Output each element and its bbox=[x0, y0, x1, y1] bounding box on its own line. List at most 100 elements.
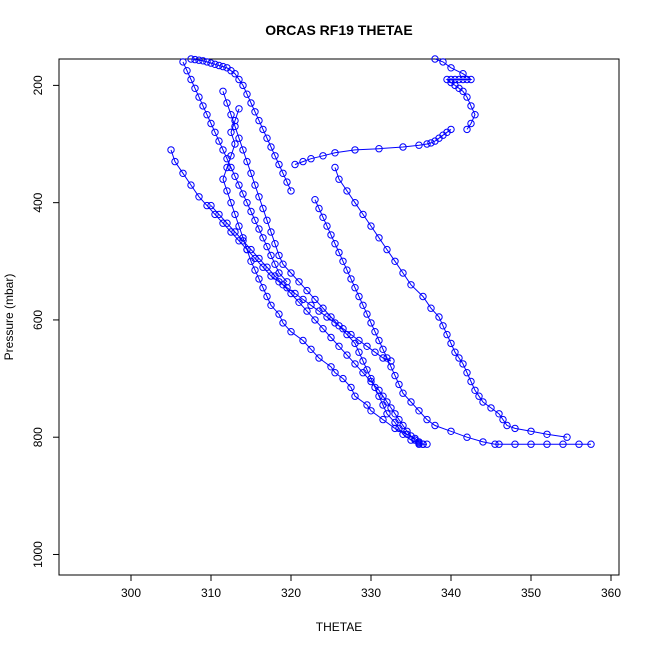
data-point bbox=[355, 292, 363, 301]
data-point bbox=[467, 377, 475, 386]
data-point bbox=[587, 440, 595, 448]
data-point bbox=[183, 67, 191, 75]
data-point bbox=[367, 377, 375, 386]
y-axis: 200 400 600 800 1000 bbox=[31, 75, 59, 568]
data-point bbox=[267, 143, 275, 151]
data-point bbox=[455, 75, 463, 84]
data-point bbox=[383, 245, 391, 254]
data-point bbox=[371, 348, 379, 356]
data-point bbox=[167, 146, 175, 154]
data-point bbox=[371, 328, 379, 336]
data-point bbox=[199, 57, 207, 65]
data-point bbox=[211, 60, 219, 69]
data-point bbox=[255, 254, 263, 263]
x-tick-label: 350 bbox=[521, 586, 541, 600]
data-point bbox=[351, 360, 359, 368]
data-point bbox=[387, 363, 395, 371]
data-point bbox=[299, 157, 307, 166]
data-point bbox=[275, 160, 283, 169]
data-point bbox=[391, 410, 399, 418]
data-point bbox=[263, 292, 271, 301]
data-point bbox=[323, 222, 331, 230]
series-line bbox=[170, 149, 392, 362]
data-point bbox=[295, 298, 303, 306]
data-point bbox=[383, 398, 391, 406]
data-point bbox=[255, 275, 263, 283]
data-point bbox=[319, 213, 327, 222]
data-point bbox=[223, 219, 231, 227]
x-tick-label: 360 bbox=[601, 586, 621, 600]
data-point bbox=[503, 421, 511, 430]
data-point bbox=[227, 199, 235, 207]
data-point bbox=[387, 357, 395, 365]
data-point bbox=[307, 345, 315, 353]
data-point bbox=[219, 87, 227, 96]
y-tick-label: 800 bbox=[31, 427, 45, 447]
data-point bbox=[187, 181, 195, 189]
data-point bbox=[423, 140, 431, 148]
data-point bbox=[315, 354, 323, 362]
data-point bbox=[487, 404, 495, 412]
data-point bbox=[399, 269, 407, 277]
data-point bbox=[223, 64, 231, 72]
data-point bbox=[279, 319, 287, 327]
data-point bbox=[359, 210, 367, 219]
data-point bbox=[467, 119, 475, 128]
data-point bbox=[431, 55, 439, 63]
data-point bbox=[367, 407, 375, 415]
series-8 bbox=[187, 55, 295, 195]
data-point bbox=[335, 175, 343, 183]
data-point bbox=[395, 380, 403, 389]
data-point bbox=[287, 289, 295, 298]
data-point bbox=[355, 348, 363, 356]
data-point bbox=[399, 421, 407, 430]
data-point bbox=[235, 181, 243, 189]
data-point bbox=[431, 421, 439, 430]
data-point bbox=[447, 64, 455, 72]
series-line bbox=[314, 199, 591, 445]
data-point bbox=[223, 187, 231, 195]
data-point bbox=[451, 348, 459, 356]
data-point bbox=[527, 440, 535, 448]
data-point bbox=[219, 175, 227, 183]
data-point bbox=[247, 245, 255, 254]
data-point bbox=[319, 152, 327, 160]
series-1 bbox=[219, 105, 427, 448]
data-point bbox=[379, 345, 387, 353]
x-tick-label: 300 bbox=[121, 586, 141, 600]
y-tick-label: 1000 bbox=[31, 541, 45, 568]
data-point bbox=[331, 163, 339, 172]
data-point bbox=[475, 392, 483, 400]
data-point bbox=[439, 58, 447, 66]
data-point bbox=[271, 240, 279, 248]
data-point bbox=[423, 415, 431, 424]
data-point bbox=[379, 354, 387, 362]
data-point bbox=[495, 440, 503, 448]
data-point bbox=[339, 374, 347, 383]
series-line bbox=[334, 167, 568, 438]
data-point bbox=[363, 401, 371, 409]
data-point bbox=[407, 281, 415, 289]
data-point bbox=[331, 240, 339, 248]
data-point bbox=[255, 193, 263, 201]
data-point bbox=[559, 440, 567, 448]
data-point bbox=[463, 433, 471, 441]
series-line bbox=[294, 128, 452, 165]
data-point bbox=[495, 410, 503, 418]
data-point bbox=[207, 119, 215, 128]
data-point bbox=[299, 336, 307, 345]
data-point bbox=[203, 58, 211, 66]
data-point bbox=[219, 62, 227, 71]
series-line bbox=[182, 61, 288, 283]
data-point bbox=[315, 307, 323, 315]
data-point bbox=[479, 438, 487, 446]
data-point bbox=[263, 242, 271, 251]
data-point bbox=[463, 75, 471, 84]
y-tick-label: 600 bbox=[31, 310, 45, 330]
data-point bbox=[327, 363, 335, 371]
data-point bbox=[351, 284, 359, 292]
data-point bbox=[311, 295, 319, 304]
data-point bbox=[311, 316, 319, 324]
